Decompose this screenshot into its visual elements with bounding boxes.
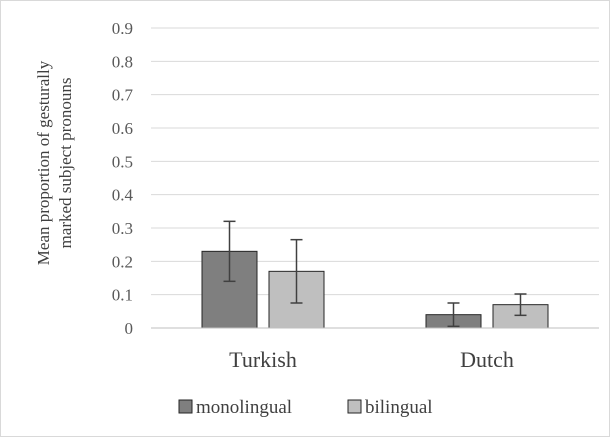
- error-bar-monolingual-turkish: [223, 220, 236, 283]
- y-axis-title-line-1: Mean proportion of gesturally: [34, 60, 53, 265]
- error-bars: [223, 220, 527, 328]
- error-bar-monolingual-dutch: [447, 302, 460, 328]
- legend-label: bilingual: [365, 397, 433, 418]
- legend-item-bilingual: bilingual: [347, 397, 433, 418]
- legend-label: monolingual: [196, 397, 292, 418]
- x-category-label: Turkish: [229, 347, 297, 372]
- error-bar-bilingual-turkish: [290, 238, 303, 304]
- y-tick-label: 0.9: [112, 19, 133, 38]
- y-tick-label: 0: [125, 319, 134, 338]
- y-tick-label: 0.6: [112, 119, 133, 138]
- x-axis-categories: Turkish Dutch: [229, 347, 514, 372]
- y-tick-label: 0.8: [112, 52, 133, 71]
- y-axis-ticks: 0 0.1 0.2 0.3 0.4 0.5 0.6 0.7 0.8 0.9: [112, 19, 134, 338]
- y-axis-title: Mean proportion of gesturally marked sub…: [34, 60, 75, 265]
- legend: monolingual bilingual: [178, 397, 433, 418]
- y-axis-title-line-2: marked subject pronouns: [56, 78, 75, 249]
- y-tick-label: 0.5: [112, 152, 133, 171]
- y-tick-label: 0.4: [112, 186, 134, 205]
- legend-item-monolingual: monolingual: [178, 397, 292, 418]
- y-tick-label: 0.1: [112, 286, 133, 305]
- bars: [201, 250, 549, 329]
- y-tick-label: 0.3: [112, 219, 133, 238]
- legend-swatch: [178, 399, 193, 414]
- legend-swatch: [347, 399, 362, 414]
- x-category-label: Dutch: [460, 347, 514, 372]
- y-tick-label: 0.7: [112, 86, 134, 105]
- y-tick-label: 0.2: [112, 252, 133, 271]
- error-bar-bilingual-dutch: [514, 293, 527, 317]
